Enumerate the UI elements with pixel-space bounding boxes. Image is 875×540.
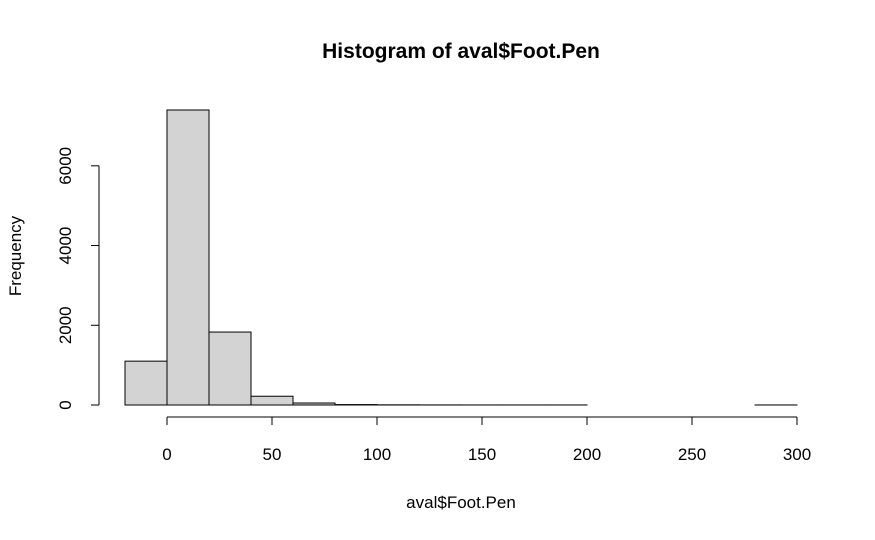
x-axis: 0 50 100 150 200 250 300: [162, 416, 811, 464]
histogram-bar: [250, 395, 294, 406]
histogram-bar: [292, 402, 336, 406]
histogram-bars: [124, 109, 798, 406]
y-tick-label: 2000: [56, 306, 75, 344]
chart-title: Histogram of aval$Foot.Pen: [322, 40, 600, 63]
x-tick-label: 250: [678, 445, 706, 464]
y-tick-label: 6000: [56, 147, 75, 185]
x-axis-label: aval$Foot.Pen: [406, 493, 516, 512]
histogram-bar: [166, 109, 210, 406]
x-tick-label: 200: [573, 445, 601, 464]
histogram-bar: [124, 360, 168, 406]
y-axis-label: Frequency: [6, 215, 25, 296]
x-tick-label: 300: [783, 445, 811, 464]
x-tick-label: 100: [363, 445, 391, 464]
y-tick-label: 0: [56, 400, 75, 409]
y-tick-label: 4000: [56, 227, 75, 265]
x-tick-label: 0: [162, 445, 171, 464]
y-axis: 0 2000 4000 6000: [56, 147, 100, 410]
x-tick-label: 50: [263, 445, 282, 464]
histogram-bar: [208, 331, 252, 406]
x-tick-label: 150: [468, 445, 496, 464]
